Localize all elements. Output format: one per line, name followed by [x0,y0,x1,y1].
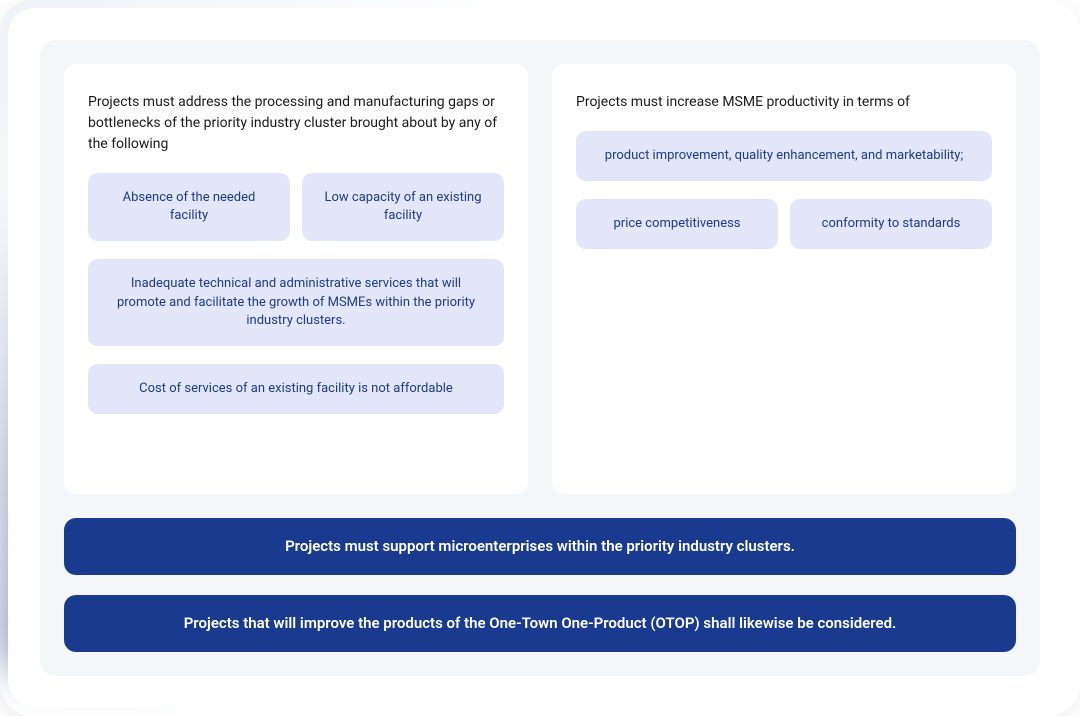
banner-microenterprises: Projects must support microenterprises w… [64,518,1016,575]
cards-row: Projects must address the processing and… [64,64,1016,494]
pill-standards: conformity to standards [790,199,992,249]
pill-cost: Cost of services of an existing facility… [88,364,504,414]
right-card-title: Projects must increase MSME productivity… [576,92,992,113]
left-card: Projects must address the processing and… [64,64,528,494]
pill-price: price competitiveness [576,199,778,249]
pill-low-capacity: Low capacity of an existing facility [302,173,504,241]
left-pills-row-1: Absence of the needed facility Low capac… [88,173,504,241]
inner-container: Projects must address the processing and… [8,8,1072,708]
banners-column: Projects must support microenterprises w… [64,518,1016,652]
pill-inadequate: Inadequate technical and administrative … [88,259,504,346]
outer-container: Projects must address the processing and… [0,0,1080,716]
pill-absence: Absence of the needed facility [88,173,290,241]
banner-otop: Projects that will improve the products … [64,595,1016,652]
left-card-title: Projects must address the processing and… [88,92,504,155]
content-area: Projects must address the processing and… [40,40,1040,676]
right-card: Projects must increase MSME productivity… [552,64,1016,494]
pill-product-improvement: product improvement, quality enhancement… [576,131,992,181]
right-pills-row-2: price competitiveness conformity to stan… [576,199,992,249]
